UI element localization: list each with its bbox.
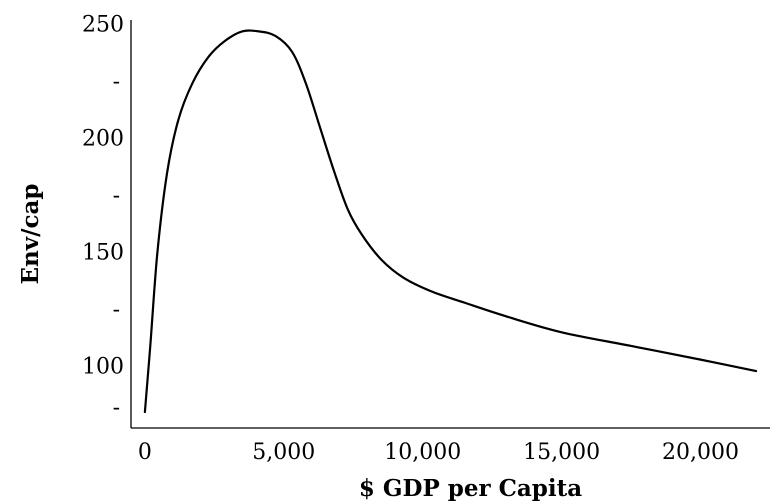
y-tick-label: 100	[82, 354, 124, 379]
x-tick-label: 5,000	[252, 440, 315, 465]
y-tick-label: 200	[82, 127, 124, 152]
series-layer	[143, 29, 758, 414]
y-tick-label: 150	[82, 240, 124, 265]
x-tick-label: 15,000	[523, 440, 600, 465]
y-tick-label: 250	[82, 13, 124, 38]
y-axis-ticks: 250 - 200 - 150 - 100 -	[82, 13, 124, 421]
y-axis-title: Env/cap	[17, 183, 44, 284]
y-minor-tick-label: -	[113, 395, 120, 420]
y-minor-tick-label: -	[113, 184, 120, 209]
x-tick-label: 0	[138, 440, 152, 465]
series-line	[143, 29, 758, 414]
y-minor-tick-label: -	[113, 70, 120, 95]
x-axis-title: $ GDP per Capita	[359, 475, 582, 502]
x-tick-label: 20,000	[662, 440, 739, 465]
x-tick-label: 10,000	[384, 440, 461, 465]
y-minor-tick-label: -	[113, 297, 120, 322]
x-axis-ticks: 0 5,000 10,000 15,000 20,000	[138, 440, 739, 465]
